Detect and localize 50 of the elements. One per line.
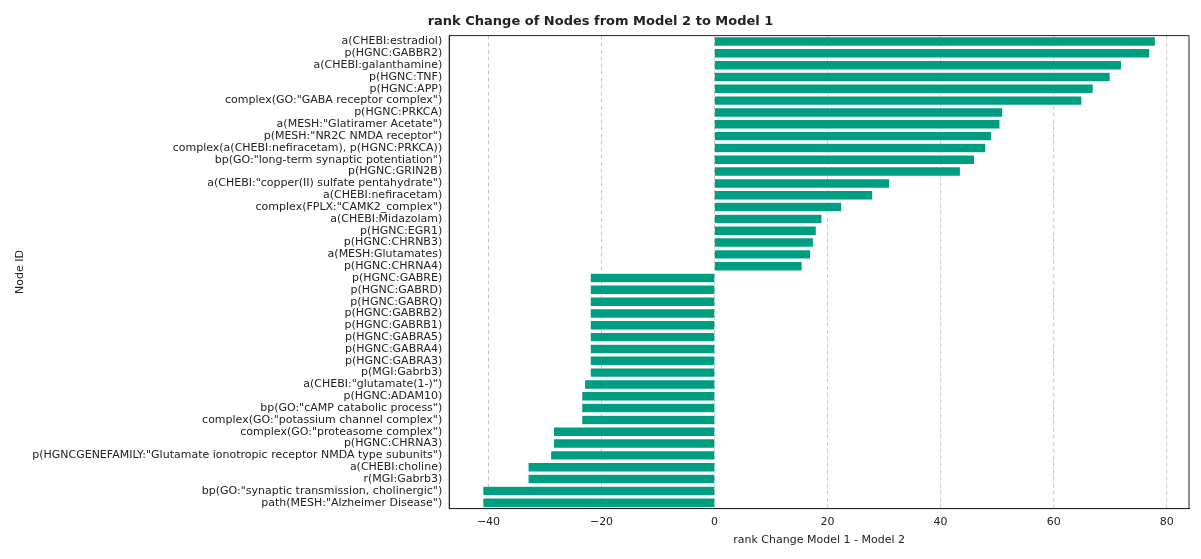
y-tick-label: p(HGNC:GABRA4) <box>344 341 443 355</box>
y-tick-label: complex(a(CHEBI:nefiracetam), p(HGNC:PRKCA)) <box>172 140 443 154</box>
y-tick-label: p(HGNC:GABRB1) <box>344 318 443 332</box>
y-tick-label: p(HGNC:CHRNB3) <box>343 235 443 249</box>
y-tick-label: complex(GO:"proteasome complex") <box>240 424 443 438</box>
x-tick-label: −40 <box>476 515 501 529</box>
y-tick-label: p(HGNC:ADAM10) <box>343 389 443 403</box>
y-tick-label: a(CHEBI:estradiol) <box>341 34 443 48</box>
y-tick-label: complex(GO:"potassium channel complex") <box>202 412 443 426</box>
y-tick-label: a(CHEBI:choline) <box>349 460 443 474</box>
x-tick-label: 20 <box>820 515 835 529</box>
y-tick-label: complex(FPLX:"CAMK2_complex") <box>255 199 443 213</box>
y-tick-label: p(MESH:"NR2C NMDA receptor") <box>263 128 443 142</box>
y-tick-label: p(HGNC:GABRA5) <box>344 330 443 343</box>
y-tick-label: p(HGNC:EGR1) <box>360 223 443 237</box>
chart-title: rank Change of Nodes from Model 2 to Model 1 <box>427 13 774 29</box>
y-tick-label: p(HGNC:GABRA3) <box>344 353 443 367</box>
x-tick-label: 80 <box>1159 515 1174 529</box>
y-tick-label: p(HGNC:GABRQ) <box>350 294 443 308</box>
y-tick-label: p(HGNC:GRIN2B) <box>348 164 443 178</box>
y-tick-label: p(HGNC:CHRNA4) <box>343 259 443 273</box>
x-tick-label: 0 <box>711 515 719 529</box>
y-tick-label: a(CHEBI:nefiracetam) <box>322 188 443 202</box>
y-tick-label: bp(GO:"synaptic transmission, cholinergic") <box>201 483 443 497</box>
y-tick-label: a(CHEBI:galanthamine) <box>313 58 443 72</box>
x-tick-label: 40 <box>933 515 948 529</box>
y-tick-label: p(HGNC:TNF) <box>368 69 443 83</box>
y-tick-label: p(MGI:Gabrb3) <box>360 365 443 379</box>
y-tick-label: p(HGNC:PRKCA) <box>354 105 443 119</box>
y-tick-label: a(CHEBI:"copper(II) sulfate pentahydrate") <box>207 176 443 190</box>
y-tick-label: p(HGNC:GABBR2) <box>344 46 443 60</box>
x-axis-title: rank Change Model 1 - Model 2 <box>733 533 905 547</box>
y-tick-label: r(MGI:Gabrb3) <box>363 471 443 485</box>
y-tick-label: a(CHEBI:"glutamate(1-)") <box>303 377 443 391</box>
y-tick-label: p(HGNC:GABRD) <box>350 282 443 296</box>
y-tick-label: bp(GO:"cAMP catabolic process") <box>260 400 443 414</box>
y-tick-label: p(HGNC:CHRNA3) <box>343 436 443 450</box>
y-axis-title: Node ID <box>13 250 27 295</box>
y-tick-label: bp(GO:"long-term synaptic potentiation") <box>214 152 443 166</box>
y-tick-label: path(MESH:"Alzheimer Disease") <box>261 495 443 509</box>
y-tick-label: p(HGNC:APP) <box>369 81 443 95</box>
x-tick-label: −20 <box>589 515 614 529</box>
y-tick-label: p(HGNCGENEFAMILY:"Glutamate ionotropic receptor NMDA type subunits") <box>32 448 443 462</box>
y-tick-label: a(MESH:"Glatiramer Acetate") <box>276 117 443 131</box>
y-tick-label: a(CHEBI:Midazolam) <box>330 211 443 225</box>
y-tick-label: p(HGNC:GABRE) <box>352 270 443 284</box>
x-tick-label: 60 <box>1046 515 1061 529</box>
y-tick-label: p(HGNC:GABRB2) <box>344 306 443 320</box>
y-tick-label: a(MESH:Glutamates) <box>327 247 443 261</box>
y-tick-label: complex(GO:"GABA receptor complex") <box>225 93 443 107</box>
